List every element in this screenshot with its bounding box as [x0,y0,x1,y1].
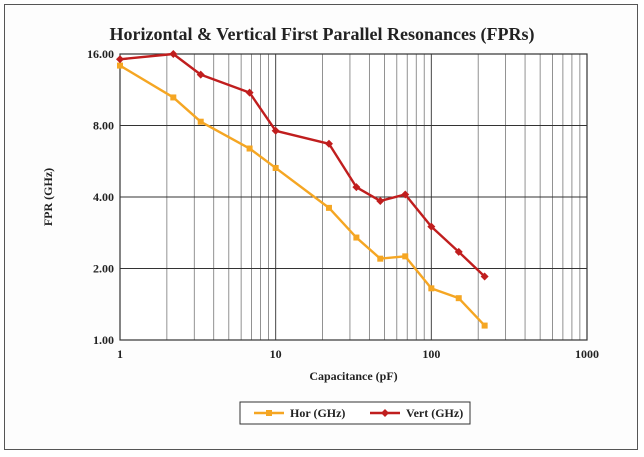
y-tick-label: 1.00 [93,333,114,347]
data-point-vert [116,55,124,64]
data-point-vert [480,272,489,281]
legend-box [239,401,471,425]
x-tick-label: 10 [270,347,282,361]
x-tick-label: 1000 [575,347,599,361]
data-point-hor [353,234,360,241]
y-tick-label: 8.00 [93,119,114,133]
data-point-vert [324,139,333,148]
data-point-hor [428,285,435,292]
data-point-vert [352,183,361,192]
legend-label: Vert (GHz) [406,406,463,420]
legend-marker [381,409,389,417]
data-point-vert [454,247,463,256]
data-point-vert [169,50,178,58]
y-tick-label: 16.00 [87,47,114,61]
data-point-vert [401,190,410,199]
legend-label: Hor (GHz) [290,406,345,420]
y-tick-label: 4.00 [93,190,114,204]
data-point-hor [402,253,409,260]
data-point-vert [245,88,254,97]
data-point-hor [197,118,204,125]
data-point-vert [196,70,205,79]
chart-title: Horizontal & Vertical First Parallel Res… [109,24,535,44]
data-point-hor [170,94,177,101]
data-point-hor [377,255,384,262]
y-tick-label: 2.00 [93,262,114,276]
y-axis-title: FPR (GHz) [41,168,55,226]
x-tick-label: 100 [422,347,440,361]
x-tick-label: 1 [117,347,123,361]
data-point-vert [427,222,436,231]
data-point-hor [325,204,332,211]
x-axis-title: Capacitance (pF) [309,369,397,383]
data-point-hor [481,322,488,329]
series-line-vert [119,52,486,278]
data-point-vert [376,196,385,205]
series-line-hor [119,64,486,327]
plot-border [119,53,588,341]
data-point-hor [272,164,279,171]
data-point-hor [455,295,462,302]
legend-marker [266,410,272,416]
data-point-hor [117,62,123,69]
data-point-vert [271,126,280,135]
data-point-hor [246,145,253,152]
